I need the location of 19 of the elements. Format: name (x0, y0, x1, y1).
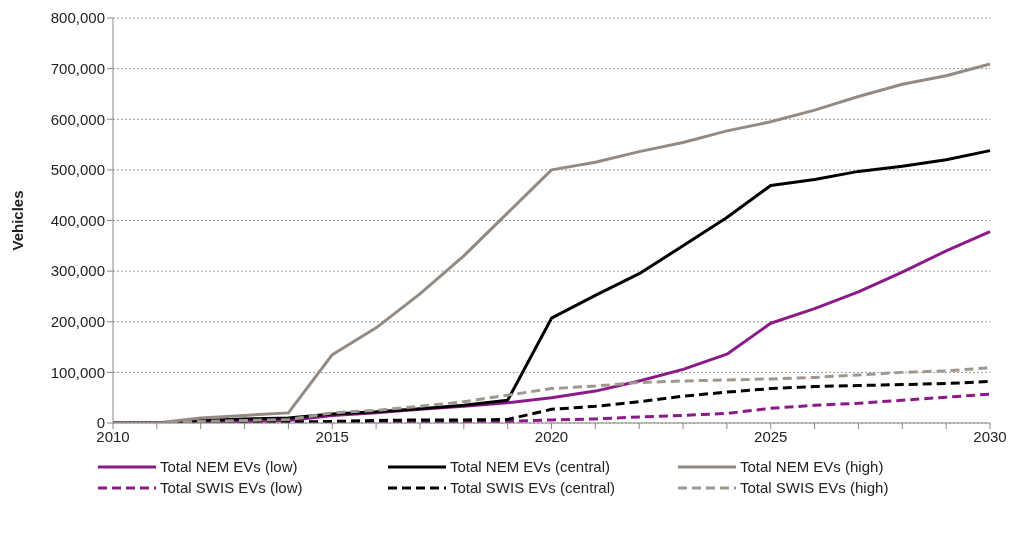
y-tick-label: 100,000 (50, 363, 105, 381)
legend-label: Total NEM EVs (central) (450, 458, 611, 475)
y-tick-label: 200,000 (50, 313, 105, 331)
x-tick-label: 2030 (973, 427, 1007, 445)
x-tick-label: 2020 (534, 427, 569, 445)
x-tick-label: 2015 (315, 427, 349, 445)
legend-label: Total SWIS EVs (low) (160, 479, 303, 496)
legend-label: Total NEM EVs (high) (740, 458, 884, 475)
legend-label: Total SWIS EVs (high) (740, 479, 889, 496)
legend-label: Total NEM EVs (low) (160, 458, 298, 475)
y-tick-label: 700,000 (50, 59, 105, 77)
y-tick-label: 300,000 (50, 262, 105, 280)
x-tick-label: 2025 (754, 427, 788, 445)
y-axis-title: Vehicles (9, 190, 27, 251)
y-tick-label: 800,000 (50, 9, 105, 27)
legend-label: Total SWIS EVs (central) (450, 479, 616, 496)
y-tick-label: 600,000 (50, 110, 105, 128)
y-tick-label: 400,000 (50, 211, 105, 229)
y-tick-label: 500,000 (50, 161, 105, 179)
